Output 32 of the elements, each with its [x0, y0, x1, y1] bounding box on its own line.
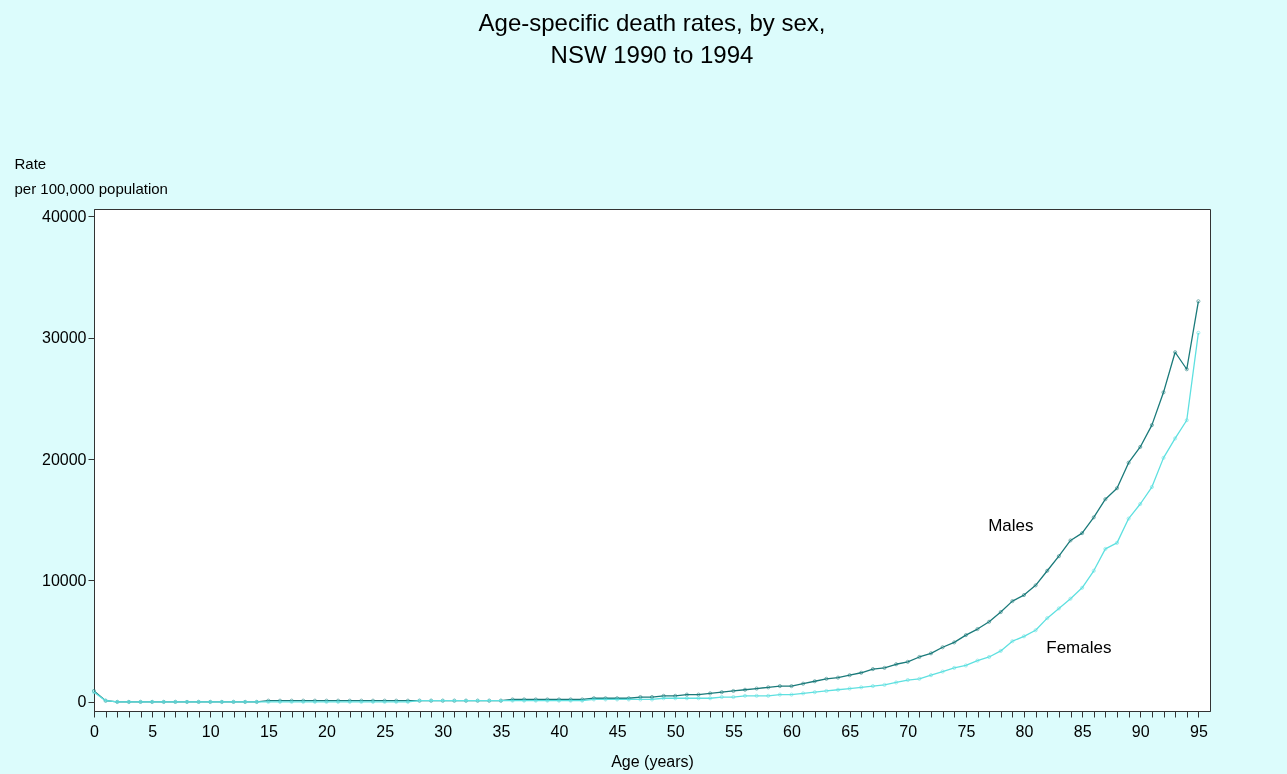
x-tick-label: 60 — [783, 722, 801, 740]
x-tick-label: 5 — [148, 722, 158, 740]
series-label: Males — [988, 516, 1034, 536]
x-tick-label: 25 — [376, 722, 395, 740]
y-tick-label: 40000 — [42, 207, 87, 225]
x-tick-label: 70 — [899, 722, 918, 740]
x-tick-label: 30 — [434, 722, 453, 740]
y-tick-label: 10000 — [42, 571, 87, 589]
x-tick-label: 90 — [1131, 722, 1150, 740]
x-tick-label: 55 — [724, 722, 743, 740]
text: Age-specific death rates, by sex, — [478, 9, 826, 36]
y-tick-label: 20000 — [42, 450, 87, 468]
y-tick-label: 0 — [77, 693, 87, 711]
x-tick-label: 20 — [318, 722, 336, 740]
x-tick-label: 15 — [259, 722, 278, 740]
x-tick-label: 0 — [90, 722, 100, 740]
x-tick-label: 95 — [1189, 722, 1208, 740]
x-tick-label: 10 — [201, 722, 220, 740]
x-tick-label: 40 — [550, 722, 569, 740]
text: NSW 1990 to 1994 — [550, 41, 754, 68]
x-tick-label: 45 — [608, 722, 627, 740]
x-tick-label: 35 — [492, 722, 511, 740]
x-tick-label: 50 — [666, 722, 685, 740]
x-axis-title: Age (years) — [611, 752, 694, 770]
text: per 100,000 population — [14, 179, 168, 197]
x-tick-label: 85 — [1073, 722, 1092, 740]
x-tick-label: 75 — [957, 722, 976, 740]
x-tick-label: 65 — [841, 722, 860, 740]
text: Rate — [14, 154, 47, 172]
x-tick-label: 80 — [1015, 722, 1034, 740]
series-label: Females — [1046, 638, 1112, 658]
y-tick-label: 30000 — [42, 329, 87, 347]
